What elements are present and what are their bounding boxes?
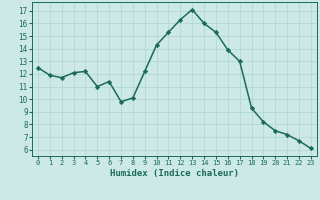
X-axis label: Humidex (Indice chaleur): Humidex (Indice chaleur) bbox=[110, 169, 239, 178]
